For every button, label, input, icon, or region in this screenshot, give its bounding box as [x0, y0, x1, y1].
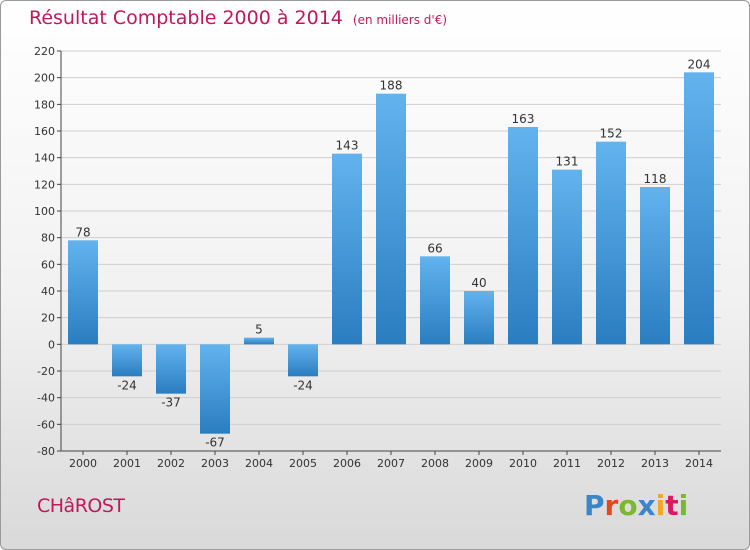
data-label-2005: -24 — [293, 378, 313, 392]
x-tick-label-2002: 2002 — [157, 457, 185, 470]
data-label-2002: -37 — [161, 396, 181, 410]
data-label-2004: 5 — [255, 323, 263, 337]
bar-2006 — [332, 153, 362, 345]
x-tick-label-2013: 2013 — [641, 457, 669, 470]
bar-2001 — [112, 344, 142, 377]
logo-letter: P — [584, 489, 605, 522]
data-label-2012: 152 — [600, 127, 623, 141]
bar-2013 — [640, 187, 670, 345]
data-label-2013: 118 — [644, 172, 667, 186]
bar-2014 — [684, 72, 714, 345]
bar-2000 — [68, 240, 98, 345]
title-text: Résultat Comptable 2000 à 2014 — [29, 7, 343, 29]
bar-2008 — [420, 256, 450, 345]
bar-2012 — [596, 141, 626, 345]
chart-title: Résultat Comptable 2000 à 2014 (en millie… — [29, 7, 447, 29]
bar-2005 — [288, 344, 318, 377]
data-label-2008: 66 — [427, 241, 442, 255]
x-tick-label-2010: 2010 — [509, 457, 537, 470]
logo-letter: i — [655, 489, 666, 522]
title-unit: (en milliers d'€) — [352, 13, 448, 27]
bar-2003 — [200, 344, 230, 434]
y-tick-label: 220 — [34, 45, 55, 58]
bar-2007 — [376, 93, 406, 345]
y-tick-label: 140 — [34, 152, 55, 165]
proxiti-logo: Proxiti — [584, 489, 688, 522]
logo-letter: o — [618, 489, 638, 522]
data-label-2001: -24 — [117, 378, 137, 392]
y-tick-label: 0 — [48, 338, 55, 351]
y-tick-label: 20 — [41, 312, 55, 325]
x-tick-label-2005: 2005 — [289, 457, 317, 470]
x-tick-label-2004: 2004 — [245, 457, 273, 470]
x-tick-label-2007: 2007 — [377, 457, 405, 470]
bar-2010 — [508, 127, 538, 345]
bar-2002 — [156, 344, 186, 394]
x-tick-label-2014: 2014 — [685, 457, 713, 470]
bar-2009 — [464, 291, 494, 345]
logo-letter: x — [637, 489, 656, 522]
y-tick-label: -40 — [37, 392, 55, 405]
x-tick-label-2001: 2001 — [113, 457, 141, 470]
y-tick-label: 120 — [34, 178, 55, 191]
x-tick-label-2012: 2012 — [597, 457, 625, 470]
y-tick-label: -80 — [37, 445, 55, 458]
y-tick-label: 180 — [34, 98, 55, 111]
logo-letter: r — [604, 489, 619, 522]
y-tick-label: -20 — [37, 365, 55, 378]
bar-2004 — [244, 337, 274, 345]
x-tick-label-2006: 2006 — [333, 457, 361, 470]
data-label-2014: 204 — [688, 57, 711, 71]
data-label-2010: 163 — [512, 112, 535, 126]
x-tick-label-2008: 2008 — [421, 457, 449, 470]
bar-2011 — [552, 169, 582, 345]
y-tick-label: 160 — [34, 125, 55, 138]
y-tick-label: 200 — [34, 72, 55, 85]
y-tick-label: 100 — [34, 205, 55, 218]
data-label-2000: 78 — [75, 225, 90, 239]
logo-letter: t — [665, 489, 679, 522]
data-label-2006: 143 — [336, 139, 359, 153]
data-label-2007: 188 — [380, 79, 403, 93]
y-tick-label: 60 — [41, 258, 55, 271]
x-tick-label-2000: 2000 — [69, 457, 97, 470]
commune-name: CHâROST — [37, 495, 125, 517]
data-label-2009: 40 — [471, 276, 486, 290]
y-tick-label: 80 — [41, 232, 55, 245]
logo-letter: i — [678, 489, 689, 522]
y-tick-label: -60 — [37, 418, 55, 431]
y-tick-label: 40 — [41, 285, 55, 298]
x-tick-label-2009: 2009 — [465, 457, 493, 470]
x-tick-label-2011: 2011 — [553, 457, 581, 470]
data-label-2011: 131 — [556, 155, 579, 169]
data-label-2003: -67 — [205, 436, 225, 450]
x-tick-label-2003: 2003 — [201, 457, 229, 470]
